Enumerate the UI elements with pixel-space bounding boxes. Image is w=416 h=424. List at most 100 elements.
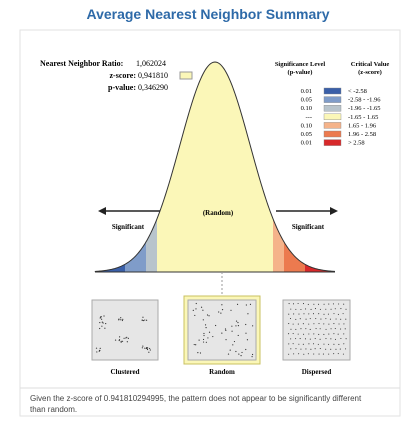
- z-label: z-score:: [110, 71, 137, 80]
- point: [102, 321, 103, 322]
- point: [225, 328, 226, 329]
- point: [235, 325, 236, 326]
- point: [290, 318, 291, 319]
- point: [147, 347, 148, 348]
- point: [328, 354, 329, 355]
- point: [313, 333, 314, 334]
- point: [100, 317, 101, 318]
- point: [333, 303, 334, 304]
- point: [305, 338, 306, 339]
- legend-z: -1.65 - 1.65: [348, 114, 378, 121]
- point: [201, 307, 202, 308]
- point: [323, 354, 324, 355]
- point: [318, 323, 319, 324]
- point: [315, 338, 316, 339]
- point: [231, 326, 232, 327]
- point: [320, 309, 321, 310]
- point: [150, 349, 151, 350]
- point: [338, 303, 339, 304]
- point: [333, 323, 334, 324]
- point: [235, 351, 236, 352]
- point: [328, 304, 329, 305]
- point: [295, 319, 296, 320]
- point: [237, 304, 238, 305]
- point: [298, 314, 299, 315]
- point: [305, 319, 306, 320]
- point: [232, 344, 233, 345]
- point: [305, 348, 306, 349]
- point: [225, 330, 226, 331]
- legend-swatch: [324, 88, 341, 94]
- point: [146, 320, 147, 321]
- point: [247, 313, 248, 314]
- point: [246, 304, 247, 305]
- point: [338, 344, 339, 345]
- significant-right: Significant: [292, 223, 325, 231]
- point: [340, 308, 341, 309]
- point: [298, 324, 299, 325]
- legend-p: 0.05: [301, 131, 312, 138]
- point: [103, 322, 104, 323]
- point: [308, 304, 309, 305]
- p-label: p-value:: [108, 83, 136, 92]
- point: [310, 329, 311, 330]
- point: [245, 333, 246, 334]
- ratio-label: Nearest Neighbor Ratio:: [40, 59, 123, 68]
- significant-left: Significant: [112, 223, 145, 231]
- point: [290, 338, 291, 339]
- point: [288, 333, 289, 334]
- page: {"header":{"title":"Average Nearest Neig…: [0, 0, 416, 419]
- point: [308, 353, 309, 354]
- point: [99, 322, 100, 323]
- point: [250, 304, 251, 305]
- point: [288, 343, 289, 344]
- point: [295, 329, 296, 330]
- point: [122, 320, 123, 321]
- point: [209, 332, 210, 333]
- report: Average Nearest Neighbor Summary Nearest…: [0, 0, 416, 419]
- point: [142, 347, 143, 348]
- p-value: 0,346290: [138, 83, 168, 92]
- point: [318, 334, 319, 335]
- point: [241, 352, 242, 353]
- point: [149, 348, 150, 349]
- point: [328, 324, 329, 325]
- point: [99, 351, 100, 352]
- point: [320, 348, 321, 349]
- point: [333, 333, 334, 334]
- point: [303, 323, 304, 324]
- point: [325, 349, 326, 350]
- point: [333, 313, 334, 314]
- legend-p: 0.01: [301, 140, 312, 147]
- random-label: (Random): [203, 209, 234, 217]
- point: [142, 345, 143, 346]
- z-marker: [180, 72, 192, 79]
- point: [293, 343, 294, 344]
- ratio-value: 1,062024: [136, 59, 166, 68]
- point: [316, 328, 317, 329]
- point: [338, 323, 339, 324]
- point: [320, 339, 321, 340]
- point: [320, 328, 321, 329]
- legend-p: ---: [306, 114, 313, 121]
- legend-swatch: [324, 97, 341, 103]
- point: [325, 318, 326, 319]
- point: [203, 333, 204, 334]
- message: Given the z-score of 0.941810294995, the…: [30, 394, 362, 403]
- point: [207, 314, 208, 315]
- point: [328, 334, 329, 335]
- point: [324, 304, 325, 305]
- point: [343, 313, 344, 314]
- point: [99, 328, 100, 329]
- legend-z: -2.58 - -1.96: [348, 97, 381, 104]
- legend-z: 1.96 - 2.58: [348, 131, 376, 138]
- point: [305, 308, 306, 309]
- point: [313, 304, 314, 305]
- point: [303, 344, 304, 345]
- point: [118, 319, 119, 320]
- legend-swatch: [324, 131, 341, 137]
- point: [340, 329, 341, 330]
- point: [128, 338, 129, 339]
- point: [144, 348, 145, 349]
- point: [300, 309, 301, 310]
